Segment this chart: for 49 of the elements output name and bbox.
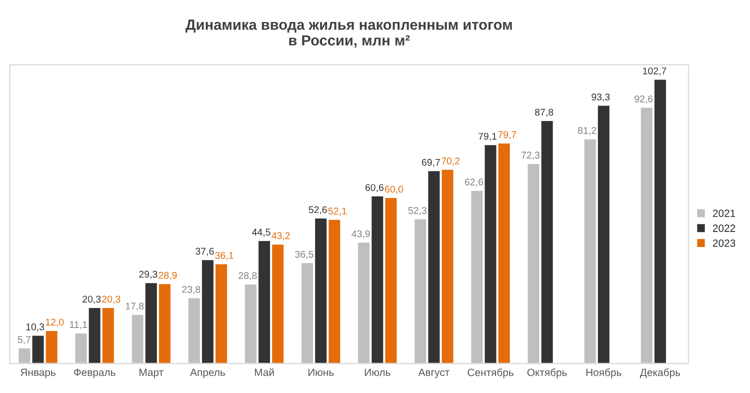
x-tick-label: Март bbox=[140, 368, 164, 378]
data-label: 11,1 bbox=[70, 321, 87, 330]
data-label: 52,6 bbox=[308, 206, 327, 214]
data-label: 20,3 bbox=[102, 296, 120, 304]
data-label: 36,1 bbox=[215, 252, 234, 260]
x-tick-label: Май bbox=[254, 368, 274, 376]
data-label: 36,5 bbox=[295, 250, 314, 259]
chart-title: Динамика ввода жилья накопленным итогом в России, млн м² bbox=[186, 20, 512, 48]
data-label: 102,7 bbox=[643, 67, 666, 76]
data-label: 60,6 bbox=[365, 184, 384, 192]
data-label: 10,3 bbox=[26, 323, 44, 332]
data-label: 79,7 bbox=[498, 131, 516, 140]
data-label: 69,7 bbox=[422, 158, 440, 167]
data-label: 37,6 bbox=[196, 248, 214, 256]
data-label: 29,3 bbox=[139, 270, 158, 279]
data-label: 28,8 bbox=[238, 272, 257, 280]
x-tick-label: Ноябрь bbox=[586, 368, 622, 378]
x-tick-label: Июль bbox=[364, 368, 390, 376]
x-tick-label: Апрель bbox=[190, 368, 225, 378]
data-label: 23,8 bbox=[182, 286, 200, 294]
data-label: 43,9 bbox=[352, 230, 370, 238]
data-label: 81,2 bbox=[578, 127, 596, 136]
data-label: 52,1 bbox=[328, 208, 346, 216]
data-label: 79,1 bbox=[478, 132, 497, 141]
data-label: 20,3 bbox=[82, 296, 101, 304]
legend-label: 2022 bbox=[712, 224, 736, 232]
data-label: 17,8 bbox=[126, 302, 144, 311]
data-label: 44,5 bbox=[252, 228, 270, 237]
data-label: 87,8 bbox=[535, 108, 554, 117]
data-label: 5,7 bbox=[18, 336, 30, 344]
legend-label: 2021 bbox=[712, 210, 736, 217]
data-label: 28,9 bbox=[158, 272, 177, 280]
data-label: 70,2 bbox=[442, 158, 460, 166]
data-label: 12,0 bbox=[46, 318, 64, 327]
data-label: 72,3 bbox=[522, 152, 540, 160]
data-label: 92,6 bbox=[634, 95, 653, 104]
data-label: 93,3 bbox=[592, 94, 610, 102]
data-label: 60,0 bbox=[385, 186, 404, 194]
x-tick-label: Июнь bbox=[308, 368, 334, 376]
x-tick-label: Октябрь bbox=[527, 368, 567, 378]
x-tick-label: Январь bbox=[20, 368, 56, 378]
data-label: 52,3 bbox=[408, 207, 426, 216]
x-tick-label: Декабрь bbox=[640, 368, 680, 378]
data-label: 62,6 bbox=[464, 178, 483, 187]
x-tick-label: Август bbox=[418, 368, 450, 378]
x-tick-label: Февраль bbox=[74, 368, 116, 378]
data-label: 43,2 bbox=[272, 232, 290, 240]
legend-label: 2023 bbox=[712, 239, 736, 247]
x-tick-label: Сентябрь bbox=[468, 368, 514, 378]
